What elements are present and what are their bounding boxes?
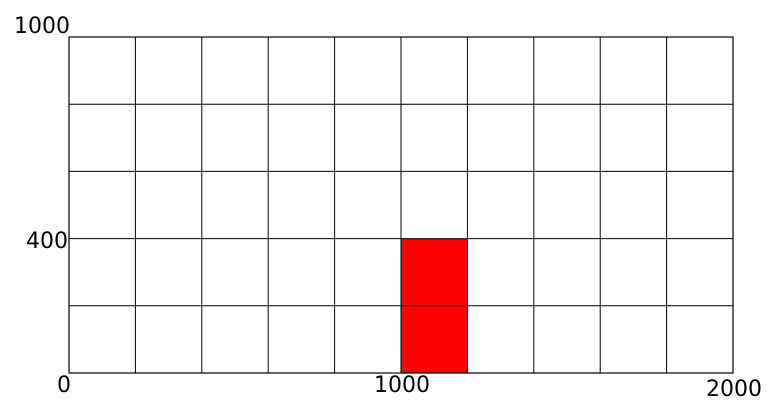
grid-frame	[68, 36, 734, 374]
x-label-max: 2000	[706, 377, 762, 402]
grid-lines	[69, 37, 733, 373]
x-label-min: 0	[57, 373, 71, 398]
y-label-top: 1000	[14, 14, 70, 39]
y-label-mark: 400	[26, 229, 68, 254]
x-label-mid: 1000	[374, 373, 430, 398]
